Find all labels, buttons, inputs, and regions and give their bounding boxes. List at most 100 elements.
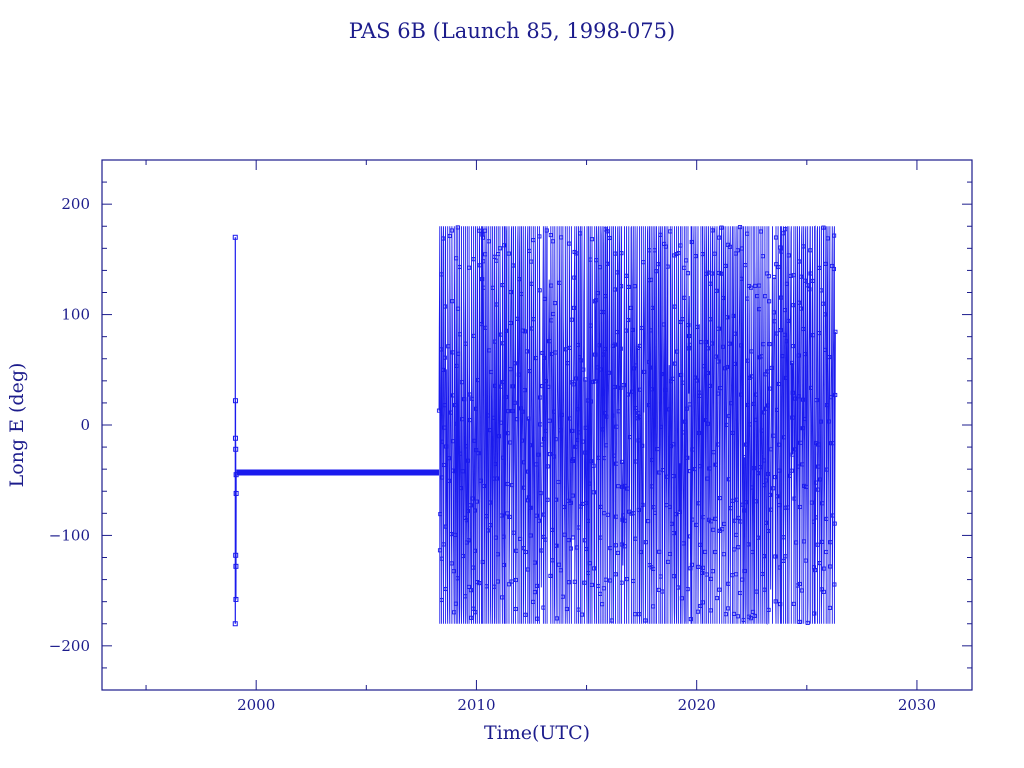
data-point bbox=[714, 596, 720, 601]
data-point bbox=[671, 574, 677, 579]
data-point bbox=[500, 283, 505, 288]
data-point bbox=[466, 538, 471, 543]
data-point bbox=[664, 474, 669, 479]
data-point bbox=[570, 493, 575, 498]
data-point bbox=[766, 528, 771, 534]
data-point bbox=[802, 352, 808, 357]
data-point bbox=[485, 413, 490, 418]
data-point bbox=[466, 508, 471, 514]
data-point bbox=[621, 513, 626, 518]
data-point bbox=[589, 582, 594, 587]
data-point bbox=[732, 547, 737, 552]
data-point bbox=[538, 422, 543, 427]
data-point bbox=[765, 369, 770, 374]
data-point bbox=[658, 574, 663, 579]
data-point bbox=[613, 251, 618, 256]
data-point bbox=[500, 341, 505, 346]
data-point bbox=[823, 312, 828, 317]
data-point bbox=[537, 234, 542, 239]
data-point bbox=[575, 342, 581, 348]
data-point bbox=[672, 304, 677, 309]
data-point bbox=[725, 315, 730, 320]
data-point bbox=[479, 322, 484, 327]
data-point bbox=[705, 370, 710, 376]
data-point bbox=[476, 378, 481, 383]
data-point bbox=[705, 476, 710, 481]
x-tick-label: 2010 bbox=[457, 696, 495, 714]
data-point bbox=[474, 406, 479, 411]
data-point bbox=[449, 532, 454, 537]
plot-area bbox=[232, 225, 838, 627]
data-point bbox=[606, 370, 611, 375]
data-point bbox=[734, 532, 739, 537]
data-point bbox=[716, 359, 721, 364]
data-point bbox=[455, 306, 461, 311]
data-point bbox=[790, 390, 795, 395]
data-point bbox=[800, 426, 805, 431]
data-point bbox=[508, 320, 513, 326]
data-point bbox=[708, 281, 713, 286]
data-point bbox=[710, 569, 715, 574]
data-point bbox=[651, 566, 656, 571]
data-point bbox=[728, 506, 733, 511]
data-point bbox=[761, 342, 766, 347]
data-point bbox=[769, 447, 774, 452]
data-point bbox=[797, 581, 802, 587]
data-point bbox=[599, 367, 604, 372]
data-point bbox=[528, 505, 533, 510]
data-point bbox=[591, 490, 596, 495]
data-point bbox=[704, 572, 709, 577]
data-point bbox=[690, 447, 695, 452]
data-point bbox=[442, 403, 447, 408]
data-point bbox=[744, 442, 749, 447]
data-point bbox=[571, 305, 577, 310]
data-point bbox=[822, 566, 827, 571]
data-point bbox=[600, 427, 605, 432]
data-point bbox=[464, 444, 469, 449]
data-point bbox=[753, 417, 758, 422]
data-point bbox=[755, 471, 761, 476]
data-point bbox=[482, 483, 487, 489]
data-point bbox=[520, 409, 525, 414]
data-point bbox=[566, 538, 571, 543]
data-point bbox=[739, 276, 744, 281]
data-point bbox=[527, 248, 532, 253]
data-point bbox=[572, 275, 577, 280]
data-point bbox=[695, 378, 700, 383]
data-point bbox=[727, 413, 732, 419]
data-point bbox=[774, 262, 779, 267]
data-point bbox=[534, 583, 540, 588]
data-point bbox=[470, 396, 475, 401]
data-point bbox=[790, 360, 795, 365]
data-point bbox=[708, 576, 714, 581]
data-point bbox=[826, 419, 831, 424]
data-point bbox=[603, 577, 608, 582]
data-point bbox=[546, 384, 551, 389]
data-point bbox=[477, 228, 482, 233]
data-point bbox=[639, 325, 644, 331]
data-point bbox=[792, 447, 797, 452]
data-point bbox=[560, 594, 565, 599]
data-point bbox=[774, 407, 779, 412]
data-point bbox=[767, 342, 772, 347]
data-point bbox=[620, 459, 625, 464]
data-point bbox=[710, 228, 715, 233]
data-point bbox=[596, 583, 601, 589]
data-point bbox=[517, 277, 522, 282]
data-point bbox=[454, 421, 460, 426]
data-point bbox=[583, 450, 588, 455]
data-point bbox=[637, 343, 642, 348]
data-point bbox=[446, 478, 452, 483]
data-point bbox=[681, 541, 686, 546]
data-point bbox=[637, 612, 642, 617]
data-point bbox=[616, 409, 621, 414]
data-point bbox=[740, 577, 745, 582]
data-point bbox=[700, 570, 705, 575]
data-point bbox=[767, 299, 772, 304]
data-point bbox=[671, 474, 676, 479]
data-point bbox=[499, 513, 504, 518]
data-point bbox=[523, 612, 528, 617]
data-point bbox=[471, 257, 476, 262]
data-point bbox=[648, 277, 654, 282]
data-point bbox=[717, 496, 722, 501]
